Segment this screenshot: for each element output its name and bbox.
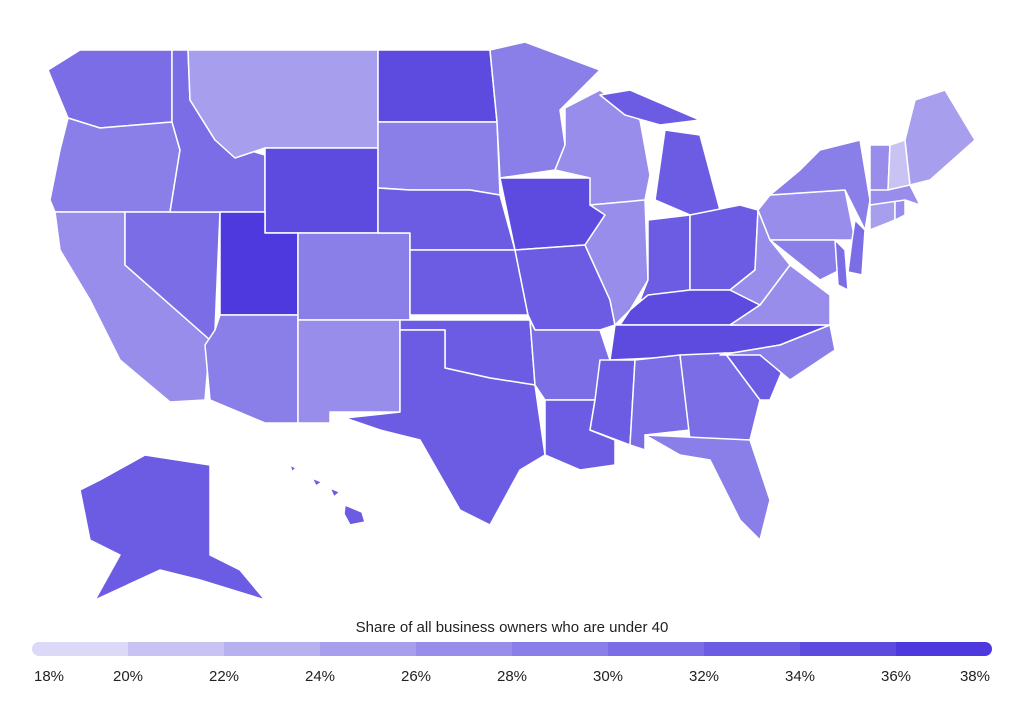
legend-swatch [32,642,128,656]
legend-tick-label: 20% [113,668,143,685]
legend-swatch [320,642,416,656]
legend-swatch [704,642,800,656]
region [769,139,871,231]
legend-tick-label: 24% [305,668,335,685]
legend-swatch [128,642,224,656]
legend-tick-label: 26% [401,668,431,685]
legend-swatch [416,642,512,656]
region [409,249,529,316]
legend-swatch [512,642,608,656]
legend-tick-label: 36% [881,668,911,685]
region [847,219,866,276]
legend-swatch [800,642,896,656]
region [49,117,181,213]
region [729,264,831,326]
legend: Share of all business owners who are und… [32,619,992,685]
region [589,359,636,446]
region [719,324,836,381]
region [377,121,501,196]
legend-tick-label: 22% [209,668,239,685]
region [834,239,849,291]
region [297,232,411,321]
region [47,49,173,129]
region [377,49,498,123]
legend-title: Share of all business owners who are und… [356,619,669,636]
legend-tick-label: 28% [497,668,527,685]
legend-tick-label: 38% [960,668,990,685]
region [869,144,891,191]
region [644,434,771,541]
region [344,329,546,526]
region [639,214,691,301]
region [289,464,366,526]
legend-tick-label: 18% [34,668,64,685]
region [187,49,379,159]
region [679,352,761,441]
legend-swatch [608,642,704,656]
legend-swatch [896,642,992,656]
map-regions [47,41,976,601]
legend-tick-label: 32% [689,668,719,685]
region [79,454,266,601]
region [757,189,856,241]
legend-bar [32,642,992,656]
region [204,314,299,424]
region [894,199,906,221]
legend-tick-label: 30% [593,668,623,685]
legend-swatch [224,642,320,656]
legend-tick-label: 34% [785,668,815,685]
region [297,319,401,424]
region [904,89,976,186]
region [264,147,379,234]
